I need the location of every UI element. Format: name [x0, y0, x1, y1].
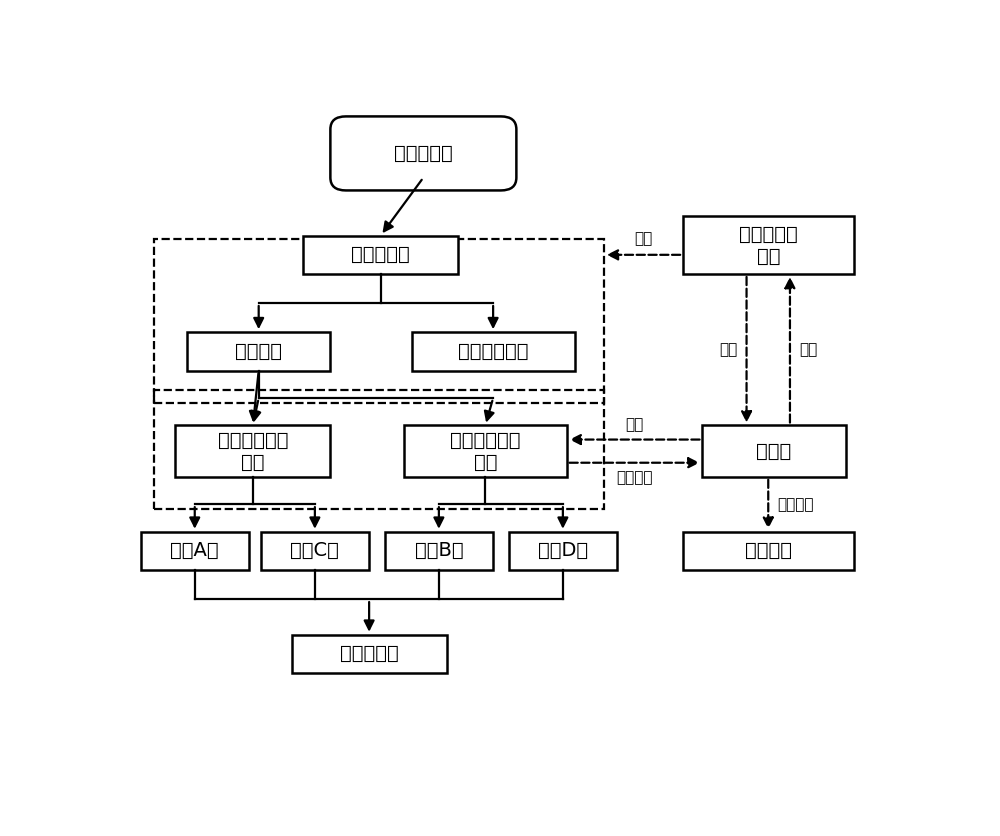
Text: 缺陷识别: 缺陷识别 [745, 542, 792, 560]
Bar [404, 426, 567, 477]
Text: 电脑C面: 电脑C面 [290, 542, 339, 560]
FancyBboxPatch shape [330, 116, 516, 191]
Bar [683, 217, 854, 274]
Text: 电脑D面: 电脑D面 [538, 542, 588, 560]
Bar [140, 532, 249, 570]
Text: 图像处理: 图像处理 [778, 497, 814, 512]
Text: 控制: 控制 [625, 417, 644, 432]
Bar [261, 532, 369, 570]
Bar [175, 426, 330, 477]
Bar [292, 635, 447, 673]
Text: 电脑B面: 电脑B面 [415, 542, 463, 560]
Text: 电脑A面: 电脑A面 [170, 542, 219, 560]
Text: 工控机: 工控机 [756, 441, 792, 461]
Bar [385, 532, 493, 570]
Text: 控制: 控制 [719, 342, 737, 357]
Bar [702, 426, 846, 477]
Text: 顶升旋转机构: 顶升旋转机构 [458, 342, 528, 361]
Text: 反馈: 反馈 [799, 342, 818, 357]
Bar [412, 332, 574, 370]
Text: 图像传输: 图像传输 [616, 471, 653, 486]
Text: 第一图像采集
模块: 第一图像采集 模块 [218, 431, 288, 472]
Text: 下位机控制
模块: 下位机控制 模块 [739, 225, 798, 266]
Text: 第一输送带: 第一输送带 [351, 245, 410, 264]
Bar [303, 236, 458, 274]
Bar [154, 239, 604, 403]
Text: 第二输送带: 第二输送带 [340, 645, 398, 664]
Text: 控制: 控制 [634, 231, 653, 246]
Bar [187, 332, 330, 370]
Text: 第二图像采集
模块: 第二图像采集 模块 [450, 431, 521, 472]
Text: 翻盖机构: 翻盖机构 [235, 342, 282, 361]
Text: 笔记本电脑: 笔记本电脑 [394, 144, 453, 163]
Bar [683, 532, 854, 570]
Bar [154, 390, 604, 509]
Bar [509, 532, 617, 570]
